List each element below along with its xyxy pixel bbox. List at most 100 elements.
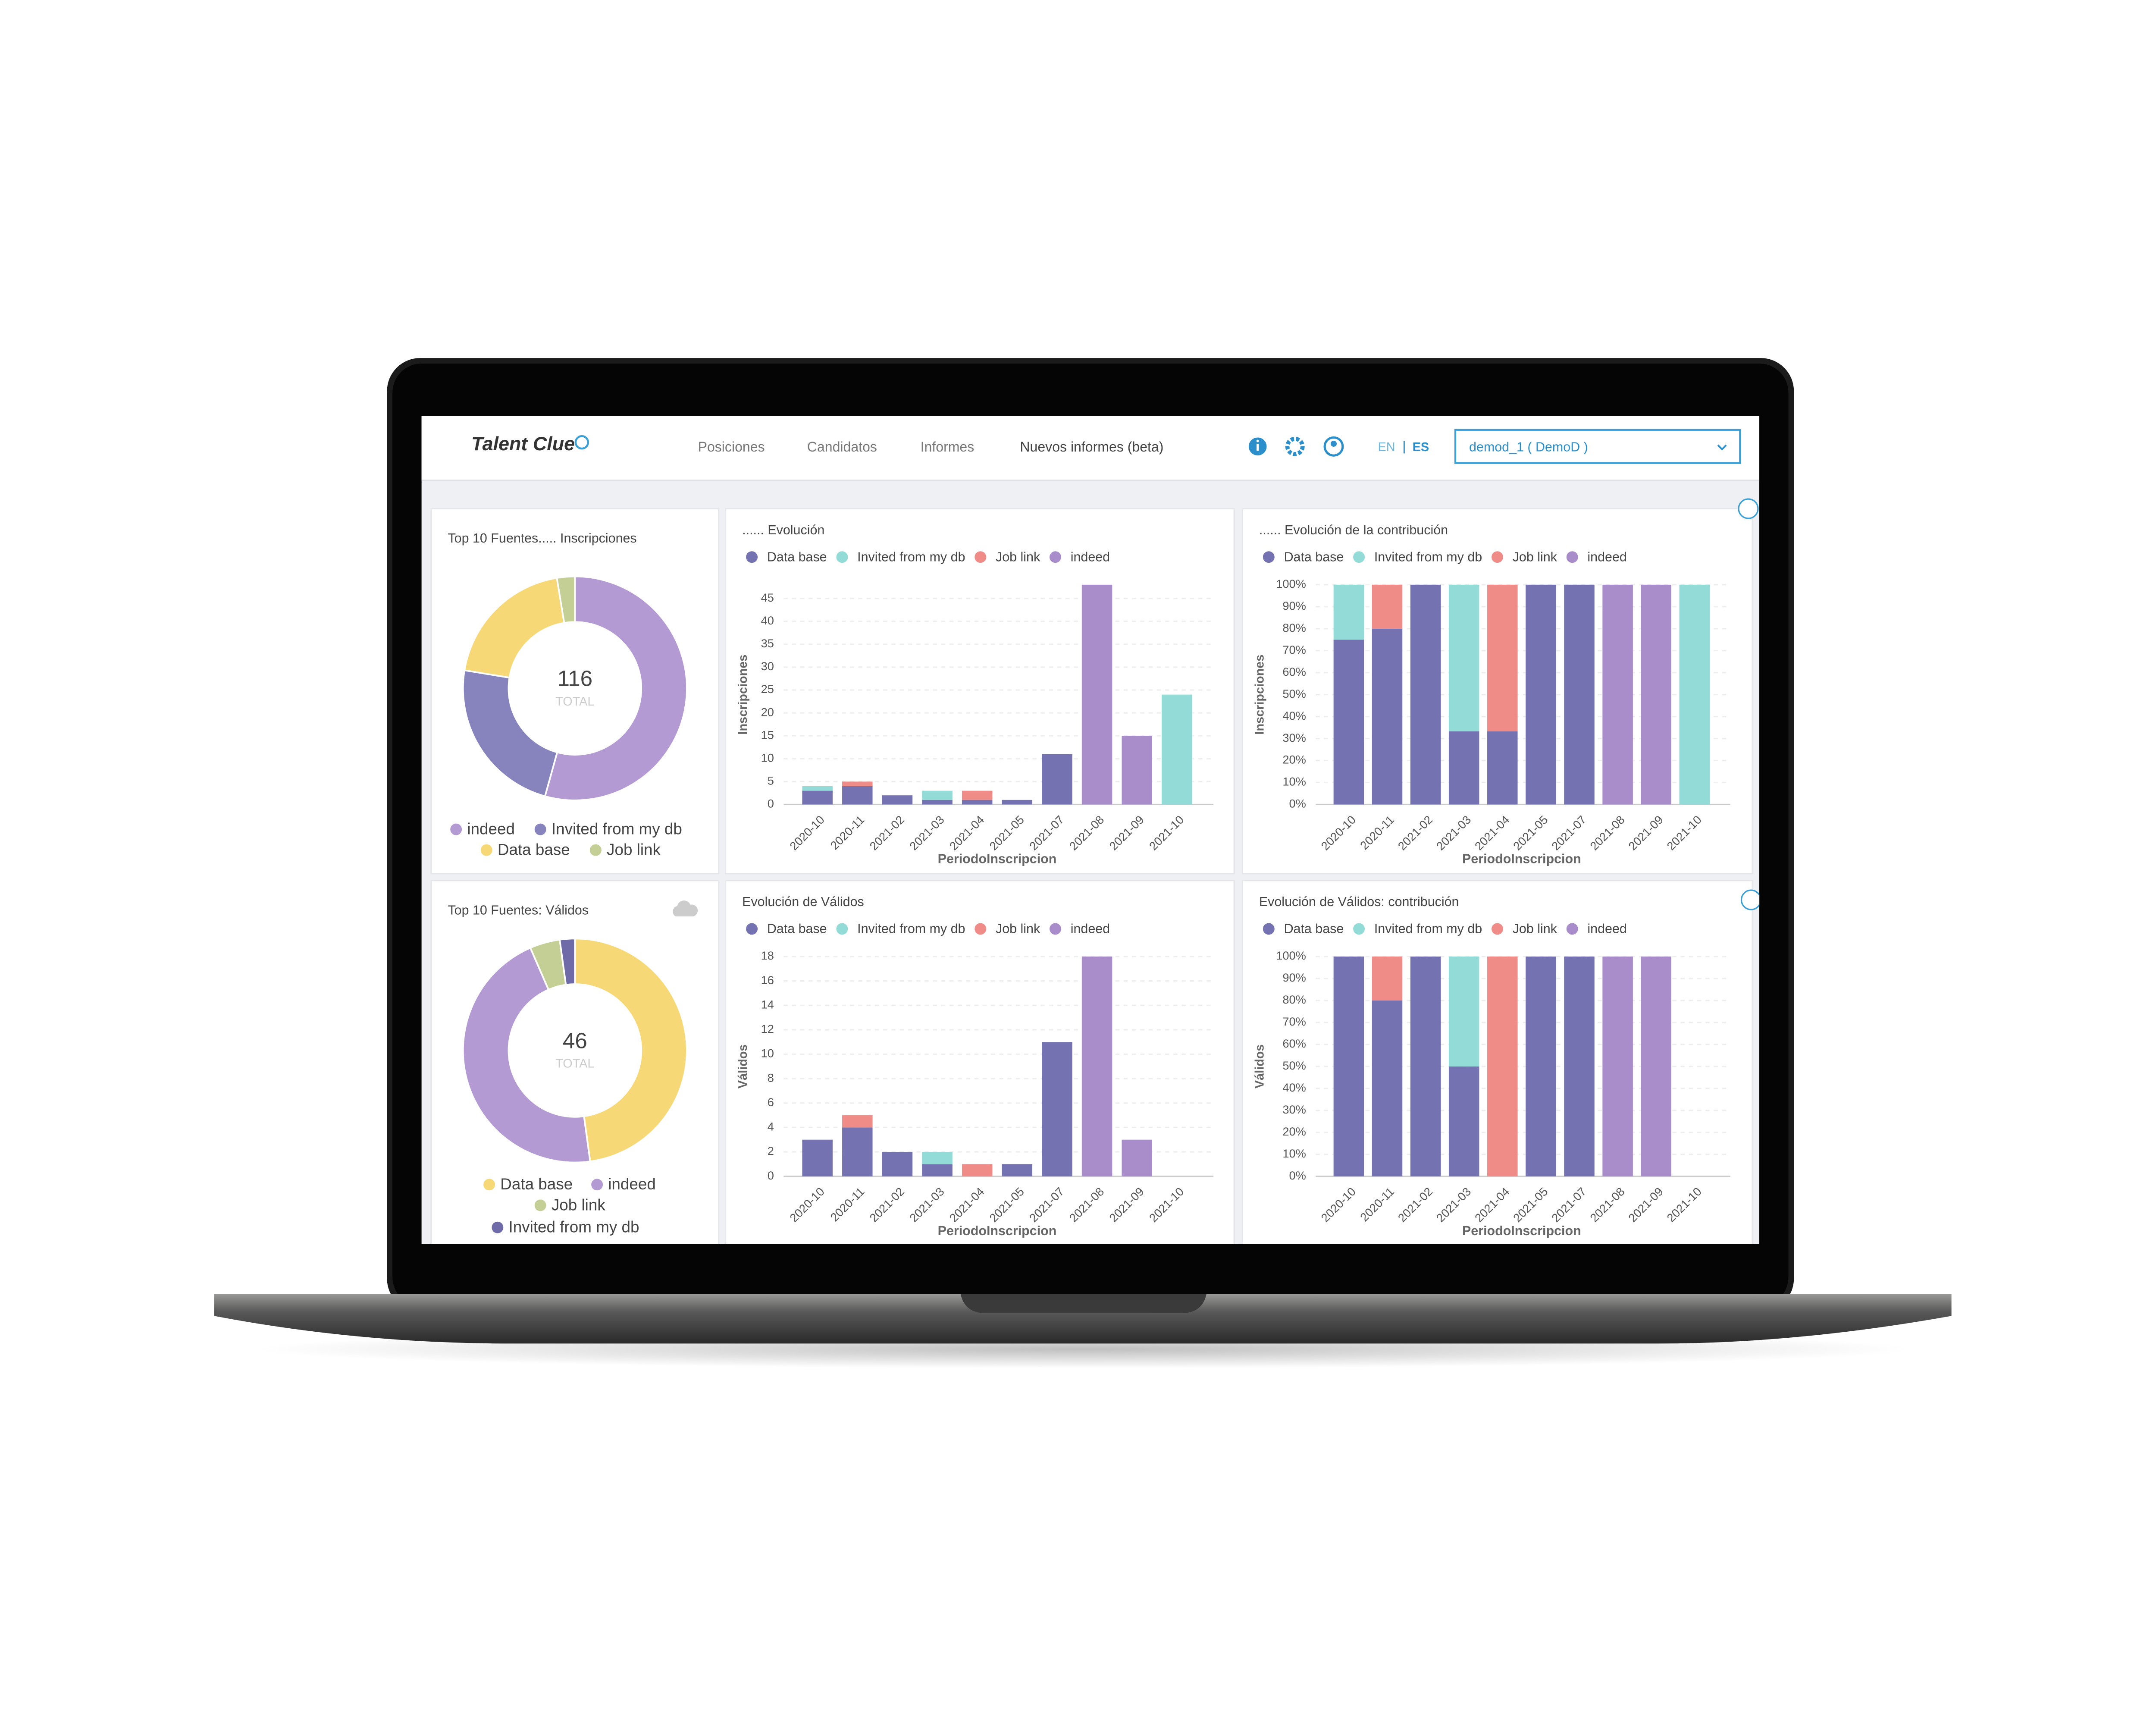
bar xyxy=(1487,957,1518,1176)
x-axis-title: PeriodoInscripcion xyxy=(1462,852,1581,866)
y-axis-title: Inscripciones xyxy=(1253,655,1267,735)
panel-title: Evolución de Válidos: contribución xyxy=(1259,894,1459,909)
donut-slice xyxy=(463,577,565,679)
panel-title: Top 10 Fuentes..... Inscripciones xyxy=(448,531,636,546)
legend-label: Data base xyxy=(767,922,827,936)
chevron xyxy=(1717,444,1727,451)
y-tick-label: 40 xyxy=(761,614,774,627)
legend-dot xyxy=(1491,551,1503,563)
y-tick-label: 70% xyxy=(1282,1015,1306,1028)
legend-dot xyxy=(1353,551,1365,563)
y-tick-label: 0% xyxy=(1289,1169,1306,1182)
legend-label: indeed xyxy=(1071,549,1110,564)
nav-link[interactable]: Posiciones xyxy=(698,439,765,455)
user-glyph xyxy=(1330,440,1337,447)
logo[interactable]: Talent Clue xyxy=(471,433,575,455)
bar xyxy=(802,1139,833,1176)
bar xyxy=(922,1151,953,1164)
legend-dot xyxy=(534,823,546,835)
panel-title: ...... Evolución de la contribución xyxy=(1259,523,1448,537)
x-axis-title: PeriodoInscripcion xyxy=(938,1223,1057,1238)
legend-dot xyxy=(483,1179,495,1191)
y-tick-label: 5 xyxy=(768,774,774,787)
legend-label: Invited from my db xyxy=(508,1218,639,1236)
bar xyxy=(1081,957,1112,1176)
y-tick-label: 45 xyxy=(761,591,774,604)
legend-label: indeed xyxy=(1587,549,1626,564)
legend-dot xyxy=(746,923,758,935)
y-tick-label: 6 xyxy=(768,1095,774,1109)
bar xyxy=(922,1164,953,1176)
legend-dot xyxy=(1049,551,1061,563)
lang-es[interactable]: ES xyxy=(1413,440,1429,454)
info-glyph xyxy=(1256,439,1259,442)
bar xyxy=(882,795,913,805)
bar xyxy=(1641,957,1671,1176)
nav-link[interactable]: Nuevos informes (beta) xyxy=(1020,439,1163,455)
bar xyxy=(1042,754,1072,805)
nav-link[interactable]: Candidatos xyxy=(807,439,877,455)
bar xyxy=(1487,731,1518,805)
user-icon[interactable] xyxy=(1323,436,1344,457)
lang-en[interactable]: EN xyxy=(1378,440,1395,454)
y-axis-title: Válidos xyxy=(736,1045,750,1089)
bar xyxy=(1641,584,1671,805)
expand-icon xyxy=(1738,498,1759,519)
nav-link[interactable]: Informes xyxy=(921,439,975,455)
y-tick-label: 30 xyxy=(761,659,774,673)
legend-label: Invited from my db xyxy=(857,549,965,564)
legend-dot xyxy=(1491,923,1503,935)
legend-dot xyxy=(591,1179,603,1191)
y-tick-label: 25 xyxy=(761,682,774,696)
donut-slice xyxy=(556,575,576,624)
y-tick-label: 20% xyxy=(1282,1125,1306,1138)
legend-label: Data base xyxy=(500,1175,573,1193)
y-tick-label: 16 xyxy=(761,973,774,987)
legend-dot xyxy=(534,1199,546,1211)
bar xyxy=(802,786,833,791)
bar xyxy=(882,1151,913,1176)
legend-label: indeed xyxy=(1071,922,1110,936)
y-tick-label: 20 xyxy=(761,705,774,718)
y-tick-label: 15 xyxy=(761,728,774,741)
bar xyxy=(1372,1000,1403,1176)
y-tick-label: 12 xyxy=(761,1022,774,1035)
donut-slice xyxy=(574,938,688,1163)
y-tick-label: 0 xyxy=(768,1169,774,1182)
panel xyxy=(725,508,1235,875)
y-tick-label: 0 xyxy=(768,797,774,810)
y-tick-label: 10 xyxy=(761,1047,774,1060)
y-tick-label: 90% xyxy=(1282,971,1306,984)
download-icon xyxy=(673,900,698,917)
bar xyxy=(842,1127,873,1176)
panel-title: ...... Evolución xyxy=(742,523,824,537)
legend-dot xyxy=(746,551,758,563)
bar xyxy=(1564,957,1595,1176)
panel-title: Evolución de Válidos xyxy=(742,894,864,909)
legend-label: Job link xyxy=(1513,922,1557,936)
donut-slice xyxy=(558,938,576,986)
account-select[interactable] xyxy=(1454,429,1741,464)
legend-dot xyxy=(836,551,848,563)
y-tick-label: 18 xyxy=(761,949,774,962)
y-tick-label: 80% xyxy=(1282,993,1306,1006)
y-tick-label: 50% xyxy=(1282,687,1306,700)
donut-total-label: TOTAL xyxy=(555,1057,594,1071)
dashboard: Top 10 Fuentes..... Inscripciones indeed I… xyxy=(430,498,1760,1244)
info-glyph xyxy=(1257,443,1259,451)
legend-dot xyxy=(1263,551,1275,563)
legend-label: Invited from my db xyxy=(552,820,682,838)
y-tick-label: 20% xyxy=(1282,753,1306,766)
settings-icon[interactable] xyxy=(1285,436,1305,456)
y-tick-label: 90% xyxy=(1282,599,1306,612)
legend-label: Job link xyxy=(996,922,1040,936)
y-tick-label: 14 xyxy=(761,998,774,1011)
legend-label: Data base xyxy=(498,841,570,859)
bar xyxy=(842,781,873,786)
y-axis-title: Válidos xyxy=(1253,1045,1267,1089)
bar xyxy=(802,790,833,805)
bar xyxy=(1081,584,1112,805)
y-tick-label: 50% xyxy=(1282,1059,1306,1072)
